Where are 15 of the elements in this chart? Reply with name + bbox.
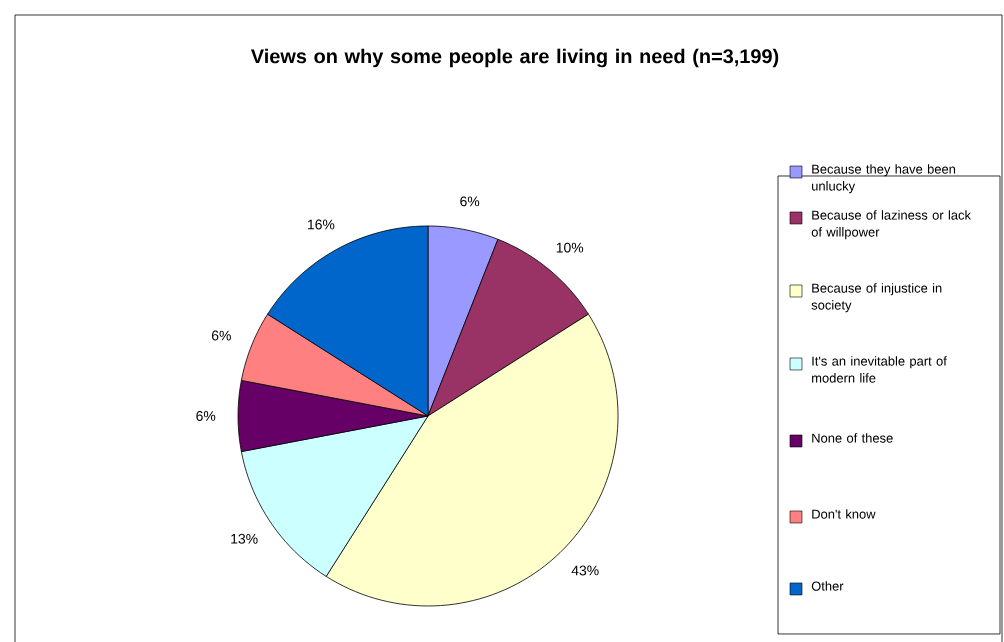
data-label: 16% [308, 219, 335, 230]
chart-title: Views on why some people are living in need (n=3,199) [250, 48, 779, 68]
legend-label: Other [811, 581, 844, 591]
legend-label: Because of injustice in society [811, 283, 942, 313]
data-label: 13% [231, 533, 258, 544]
data-label: 43% [571, 565, 599, 576]
data-label: 6% [196, 411, 216, 421]
legend-label: Because they have been unlucky [812, 164, 956, 194]
data-label: 6% [460, 196, 480, 207]
legend-label: Don't know [812, 509, 876, 519]
data-label: 6% [211, 330, 231, 341]
legend-label: None of these [812, 433, 893, 443]
legend-label: Because of laziness or lack of willpower [811, 210, 972, 240]
data-label: 10% [556, 242, 584, 253]
legend-label: It's an inevitable part of modern life [812, 356, 947, 383]
